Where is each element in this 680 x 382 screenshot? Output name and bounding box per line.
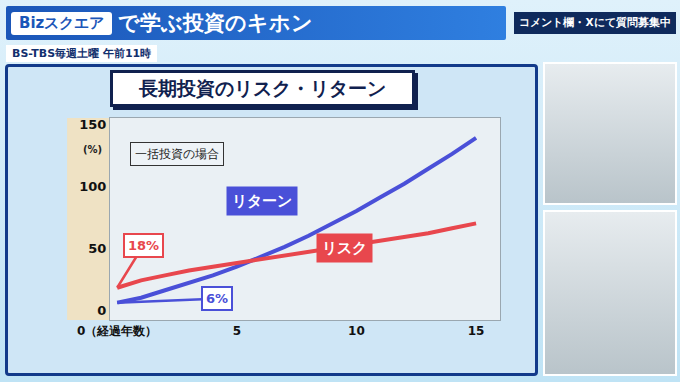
html-text:で学ぶ投資のキホン: で学ぶ投資のキホン xyxy=(118,11,314,35)
svg-text:15: 15 xyxy=(468,324,485,338)
svg-text:0: 0 xyxy=(97,303,106,318)
svg-text:6%: 6% xyxy=(206,291,228,306)
svg-text:150: 150 xyxy=(79,117,106,132)
svg-text:(%): (%) xyxy=(83,144,102,155)
html-text:長期投資のリスク・リターン: 長期投資のリスク・リターン xyxy=(139,76,386,99)
svg-text:リスク: リスク xyxy=(322,239,367,257)
svg-text:18%: 18% xyxy=(128,238,159,253)
svg-text:一括投資の場合: 一括投資の場合 xyxy=(135,147,219,161)
svg-text:リターン: リターン xyxy=(232,192,292,210)
svg-text:0（経過年数）: 0（経過年数） xyxy=(77,324,157,338)
html-text:BS-TBS毎週土曜 午前11時: BS-TBS毎週土曜 午前11時 xyxy=(12,47,152,60)
svg-text:100: 100 xyxy=(79,179,106,194)
svg-text:5: 5 xyxy=(233,324,241,338)
html-text:Bizスクエア: Bizスクエア xyxy=(19,13,105,32)
html-text:コメント欄・Xにて質問募集中: コメント欄・Xにて質問募集中 xyxy=(519,16,671,28)
svg-text:10: 10 xyxy=(348,324,365,338)
svg-text:50: 50 xyxy=(88,241,106,256)
